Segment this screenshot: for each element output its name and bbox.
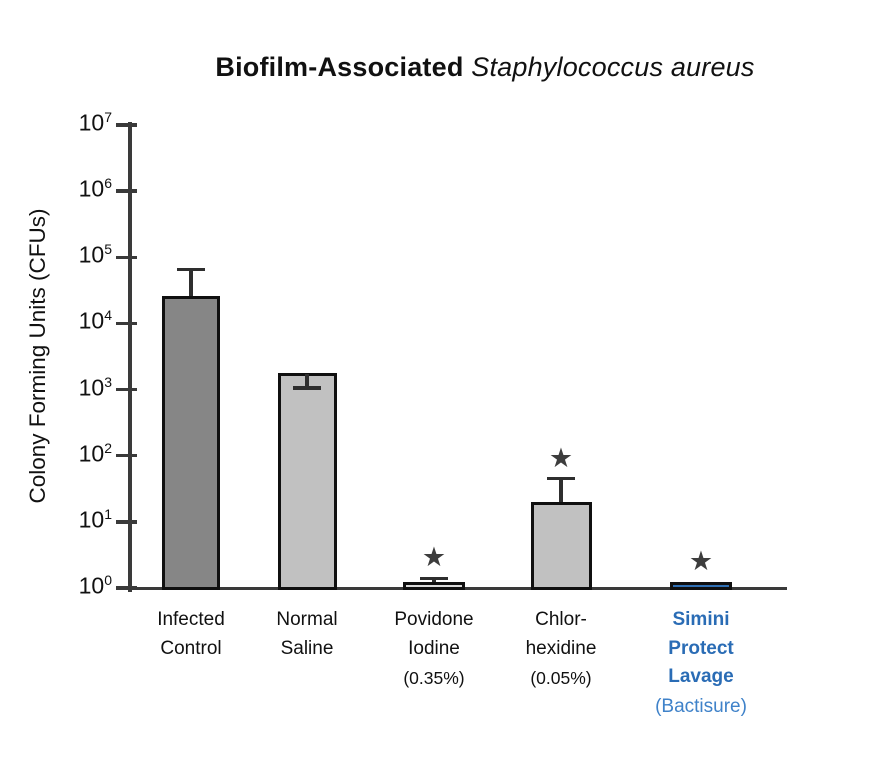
bar-label-line: Infected	[157, 609, 225, 630]
bar-infected-control	[162, 295, 220, 590]
bar-label-chlorhexidine: Chlor-hexidine (0.05%)	[486, 606, 636, 693]
bar-label-line: Povidone	[394, 609, 474, 630]
error-bar-cap-povidone-iodine	[420, 576, 448, 581]
bar-label-line: Simini	[672, 609, 730, 630]
bar-label-line: Lavage	[668, 666, 734, 687]
error-bar-cap-chlorhexidine	[547, 476, 575, 481]
y-tick-label: 106	[78, 175, 112, 202]
y-axis-tick	[116, 189, 137, 193]
bar-label-line: Control	[160, 637, 222, 659]
y-tick-label: 101	[78, 505, 112, 533]
bar-label-normal-saline: Normal Saline	[232, 606, 382, 663]
bar-label-simini-protect-lavage: Simini Protect Lavage (Bactisure)	[626, 606, 776, 721]
error-bar-line-povidone-iodine	[432, 578, 436, 584]
y-tick-label: 102	[78, 439, 112, 467]
error-bar-cap-infected-control	[177, 267, 205, 272]
bar-label-line: Protect	[668, 637, 734, 659]
error-bar-line-chlorhexidine	[559, 478, 563, 504]
error-bar-lower-cap-normal-saline	[293, 386, 321, 390]
y-axis-tick	[116, 586, 137, 590]
bar-label-infected-control: Infected Control	[116, 606, 266, 663]
bar-label-sub: (0.05%)	[530, 668, 592, 688]
bar-label-povidone-iodine: Povidone Iodine (0.35%)	[359, 606, 509, 693]
y-tick-label: 107	[78, 109, 112, 136]
bar-label-sub: (0.35%)	[403, 668, 465, 688]
y-axis-tick	[116, 255, 137, 260]
bar-label-line: Normal	[276, 609, 338, 630]
bar-label-line: hexidine	[525, 637, 597, 659]
chart-title-bold: Biofilm-Associated	[215, 52, 464, 82]
significance-star-icon: ★	[688, 545, 714, 577]
significance-star-icon: ★	[421, 542, 447, 574]
chart-title-italic: Staphylococcus aureus	[463, 52, 755, 82]
y-axis-tick	[116, 321, 137, 326]
y-axis-tick	[116, 123, 137, 127]
y-tick-label: 105	[78, 241, 112, 268]
bar-chlorhexidine	[530, 501, 592, 590]
y-tick-label: 103	[78, 373, 112, 401]
bar-simini-protect-lavage	[670, 581, 732, 590]
y-axis-line	[128, 122, 132, 592]
error-bar-lower-line-normal-saline	[305, 373, 309, 390]
y-axis-tick	[116, 387, 137, 392]
bar-povidone-iodine	[403, 581, 465, 590]
bar-label-line: Chlor-	[535, 609, 587, 630]
y-tick-label: 104	[78, 307, 112, 335]
bar-normal-saline	[277, 372, 337, 590]
bar-label-line: Iodine	[408, 637, 460, 659]
error-bar-line-infected-control	[189, 269, 193, 298]
y-axis-tick	[116, 520, 137, 524]
y-tick-label: 100	[78, 572, 112, 599]
chart-title: Biofilm-Associated Staphylococcus aureus	[90, 52, 872, 83]
bar-label-line: Saline	[280, 637, 334, 659]
bar-label-sub: (Bactisure)	[655, 695, 747, 717]
y-axis-tick	[116, 453, 137, 458]
significance-star-icon: ★	[548, 442, 574, 474]
